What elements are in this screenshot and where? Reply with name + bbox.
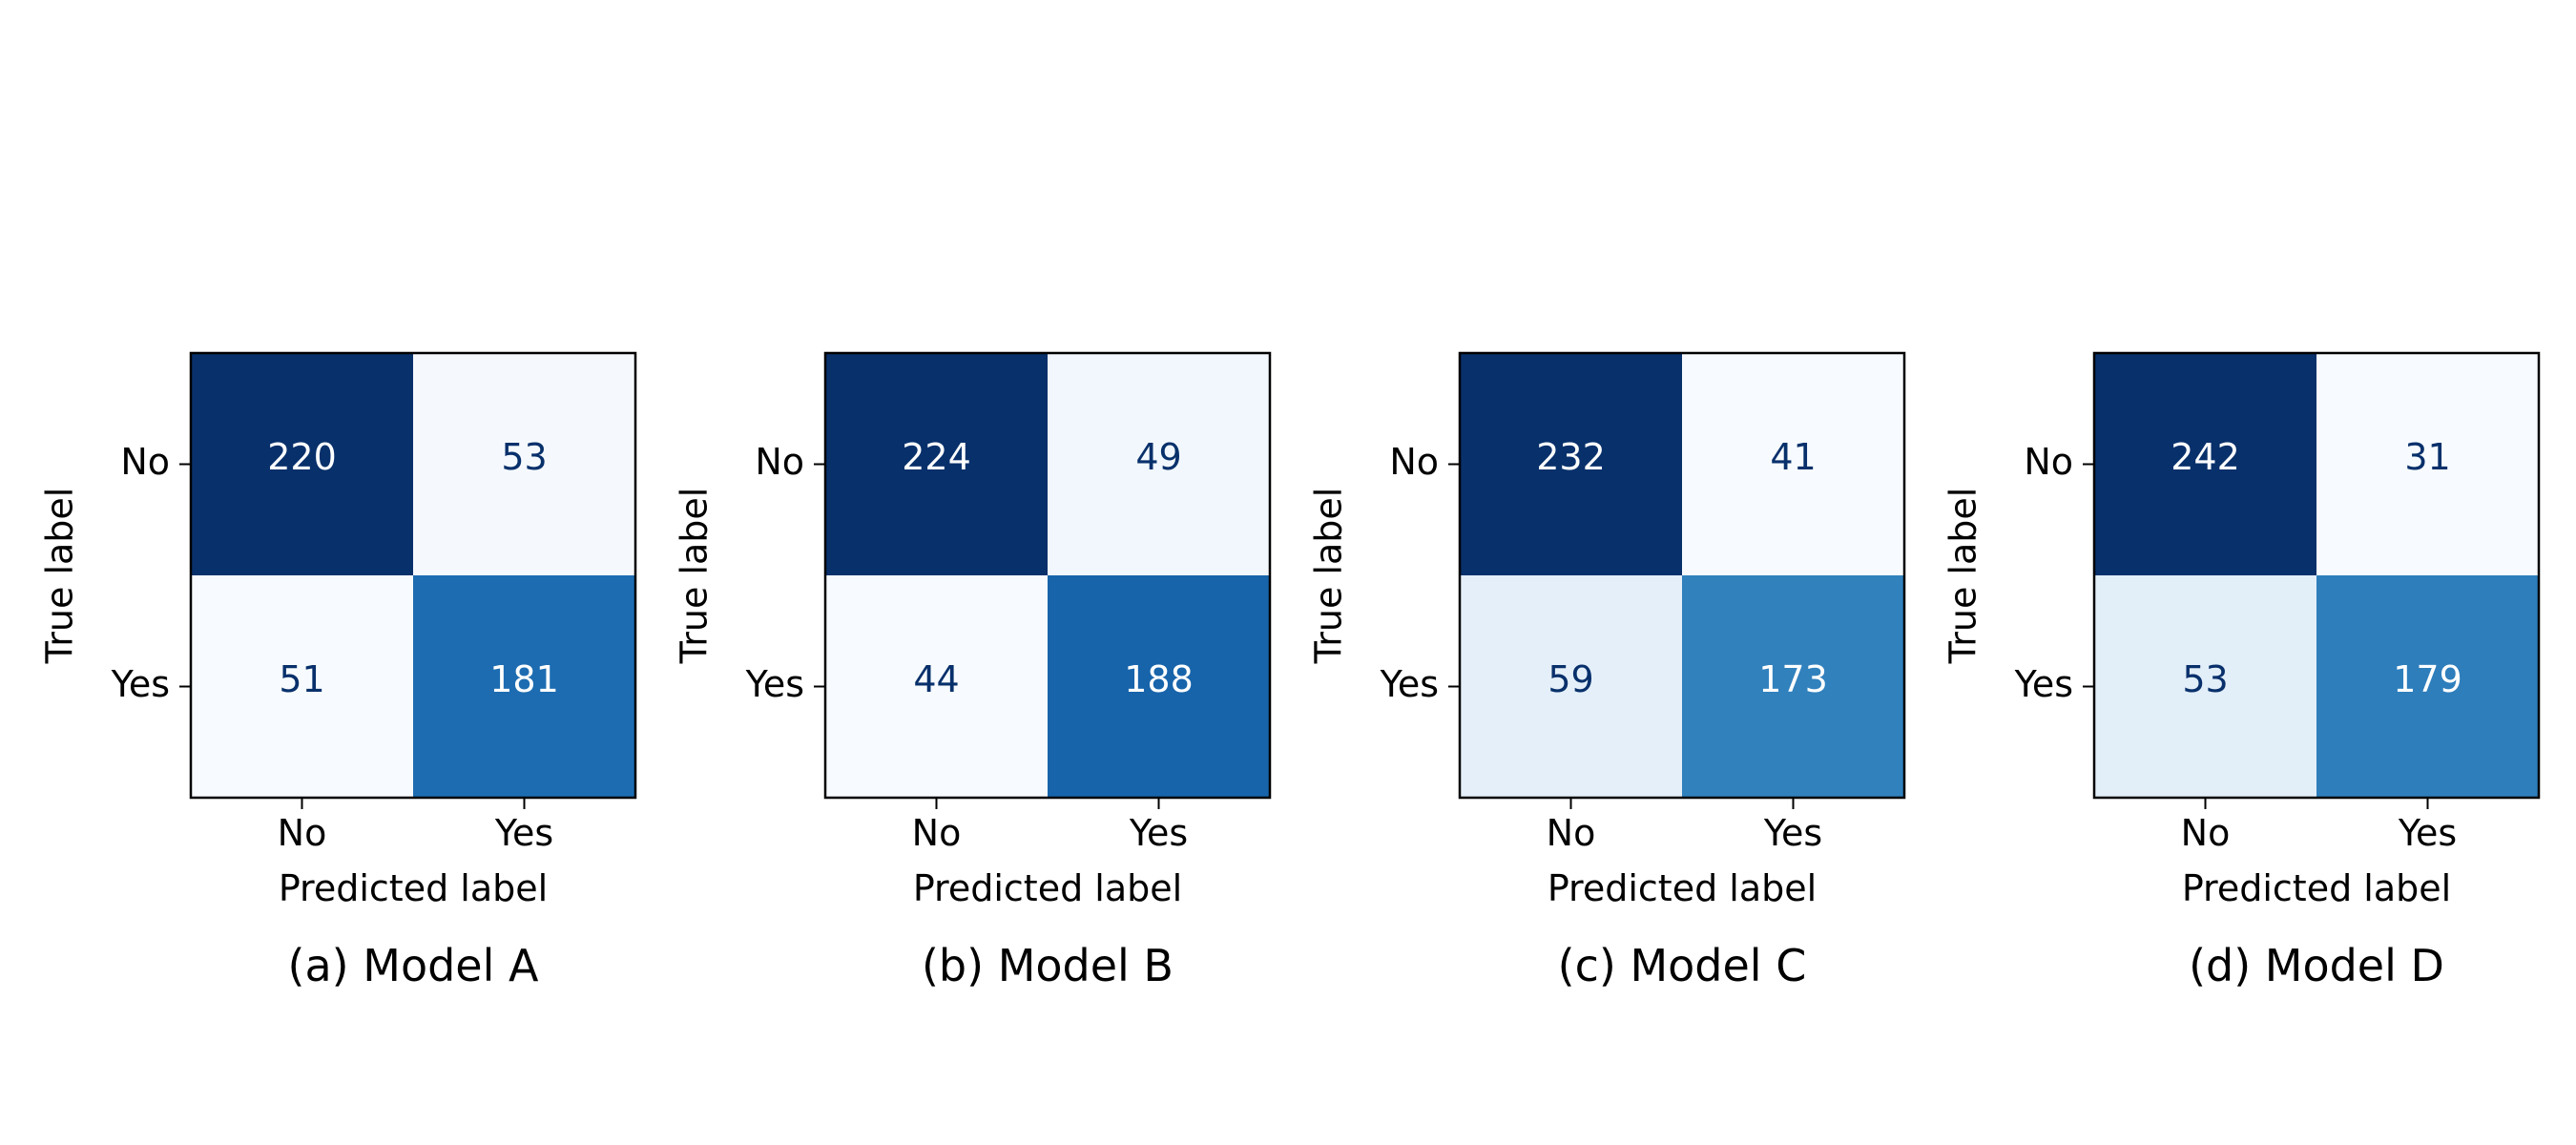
matrix-cell: [2094, 575, 2316, 798]
matrix-cell: [1460, 353, 1682, 575]
x-axis-label: Predicted label: [279, 867, 548, 909]
matrix-frame: [823, 351, 1272, 800]
matrix-cell: [1682, 353, 1904, 575]
matrix-cell: [2094, 353, 2316, 575]
y-axis-label: True label: [1942, 488, 1984, 665]
x-tick-label: No: [912, 812, 962, 854]
cell-value-label: 53: [2182, 658, 2228, 700]
y-axis-label: True label: [1308, 488, 1350, 665]
y-tick-label: Yes: [1380, 663, 1439, 705]
y-tick-label: No: [120, 441, 170, 483]
confusion-matrix-panel-d: 242 31 53 179 No Yes No Yes Predicted label True …: [1942, 351, 2541, 991]
x-tick-label: No: [2181, 812, 2231, 854]
matrix-cell: [413, 353, 635, 575]
matrix-cell: [1460, 575, 1682, 798]
x-tick-label: Yes: [2398, 812, 2457, 854]
matrix-cell: [413, 575, 635, 798]
y-axis-label: True label: [674, 488, 716, 665]
cell-value-label: 31: [2404, 436, 2450, 478]
matrix-cell: [2316, 353, 2539, 575]
matrix-cell: [825, 353, 1048, 575]
cell-value-label: 41: [1770, 436, 1816, 478]
cell-value-label: 173: [1758, 658, 1828, 700]
x-tick-label: Yes: [494, 812, 553, 854]
x-axis-label: Predicted label: [1548, 867, 1817, 909]
subfigure-caption: (b) Model B: [922, 940, 1174, 991]
cell-value-label: 220: [267, 436, 337, 478]
matrix-cell: [825, 575, 1048, 798]
cell-value-label: 44: [913, 658, 959, 700]
x-axis-label: Predicted label: [2182, 867, 2451, 909]
y-tick-label: No: [1389, 441, 1439, 483]
x-tick-label: Yes: [1129, 812, 1188, 854]
cell-value-label: 242: [2171, 436, 2240, 478]
matrix-frame: [2092, 351, 2541, 800]
y-tick-label: No: [2024, 441, 2073, 483]
subfigure-caption: (c) Model C: [1558, 940, 1807, 991]
confusion-matrix-panel-b: 224 49 44 188 No Yes No Yes Predicted label True …: [674, 351, 1272, 991]
x-tick-label: Yes: [1763, 812, 1822, 854]
y-tick-label: Yes: [745, 663, 804, 705]
matrix-frame: [189, 351, 637, 800]
y-tick-label: Yes: [2014, 663, 2073, 705]
subfigure-caption: (d) Model D: [2189, 940, 2444, 991]
cell-value-label: 179: [2393, 658, 2462, 700]
cell-value-label: 49: [1135, 436, 1181, 478]
cell-value-label: 224: [902, 436, 971, 478]
matrix-cell: [2316, 575, 2539, 798]
x-axis-label: Predicted label: [913, 867, 1182, 909]
subfigure-caption: (a) Model A: [288, 940, 539, 991]
cell-value-label: 188: [1124, 658, 1194, 700]
y-tick-label: No: [755, 441, 804, 483]
x-tick-label: No: [1547, 812, 1596, 854]
x-tick-label: No: [278, 812, 327, 854]
cell-value-label: 232: [1536, 436, 1606, 478]
matrix-cell: [1682, 575, 1904, 798]
cell-value-label: 53: [501, 436, 547, 478]
matrix-cell: [1048, 353, 1270, 575]
matrix-cell: [191, 353, 413, 575]
y-axis-label: True label: [39, 488, 81, 665]
confusion-matrix-panel-c: 232 41 59 173 No Yes No Yes Predicted label True …: [1308, 351, 1906, 991]
y-tick-label: Yes: [111, 663, 170, 705]
matrix-cell: [191, 575, 413, 798]
cell-value-label: 181: [489, 658, 559, 700]
confusion-matrix-panel-a: 220 53 51 181 No Yes No Yes Predicted label True …: [39, 351, 637, 991]
matrix-cell: [1048, 575, 1270, 798]
matrix-frame: [1458, 351, 1906, 800]
cell-value-label: 59: [1548, 658, 1593, 700]
cell-value-label: 51: [279, 658, 324, 700]
